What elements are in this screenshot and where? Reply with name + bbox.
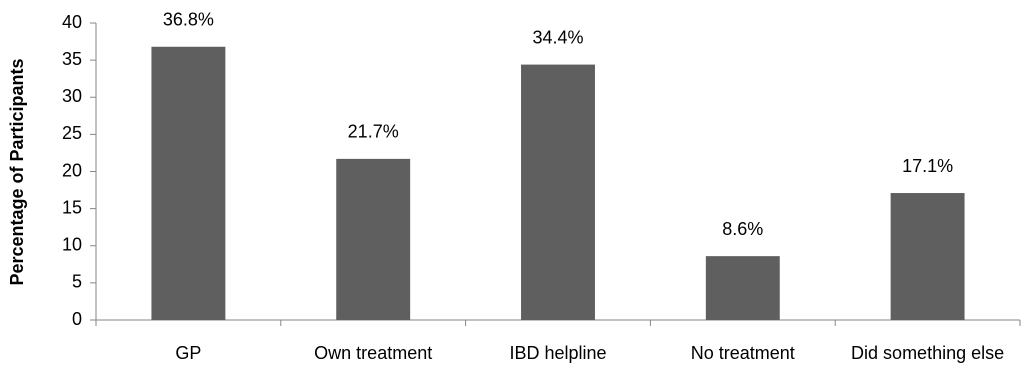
y-axis-title: Percentage of Participants (7, 58, 27, 285)
y-tick-label: 10 (62, 235, 82, 255)
y-tick-label: 20 (62, 160, 82, 180)
data-label: 36.8% (163, 10, 214, 30)
x-tick-label: GP (175, 343, 201, 363)
y-tick-label: 25 (62, 123, 82, 143)
data-label: 8.6% (722, 219, 763, 239)
x-tick-label: Own treatment (314, 343, 432, 363)
bar (705, 256, 780, 320)
y-tick-label: 30 (62, 86, 82, 106)
x-tick-label: Did something else (851, 343, 1004, 363)
bar (151, 46, 226, 320)
y-tick-label: 40 (62, 12, 82, 32)
y-tick-label: 35 (62, 49, 82, 69)
y-tick-label: 5 (72, 272, 82, 292)
bar (890, 193, 965, 320)
x-tick-label: IBD helpline (509, 343, 606, 363)
y-tick-label: 0 (72, 309, 82, 329)
bar (336, 158, 411, 320)
x-tick-label: No treatment (691, 343, 795, 363)
data-label: 17.1% (902, 156, 953, 176)
y-tick-label: 15 (62, 197, 82, 217)
bar (521, 64, 595, 320)
data-label: 34.4% (532, 27, 583, 47)
data-label: 21.7% (348, 122, 399, 142)
